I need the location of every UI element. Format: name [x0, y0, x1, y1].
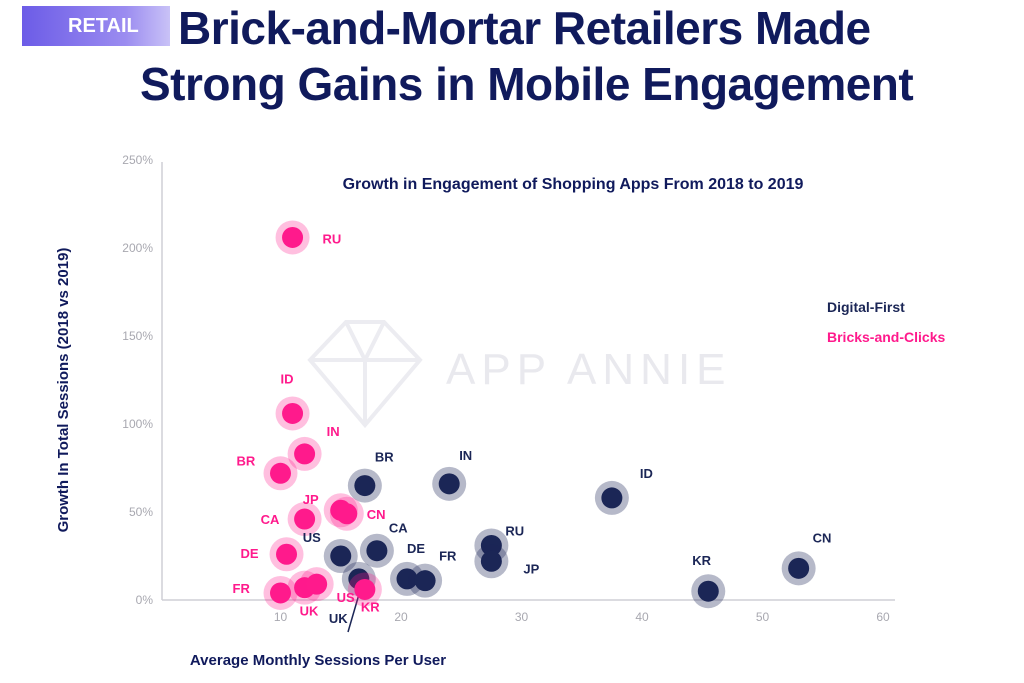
point-digital-first-ca	[366, 540, 388, 562]
point-digital-first-us	[330, 545, 352, 567]
series-bricks-and-clicks	[263, 220, 382, 610]
point-label-digital-first-br: BR	[375, 450, 394, 465]
x-tick-label: 50	[756, 610, 770, 624]
legend-digital-first: Digital-First	[827, 299, 905, 315]
point-digital-first-fr	[414, 570, 436, 592]
point-label-bricks-and-clicks-ca: CA	[261, 512, 280, 527]
watermark-text: APP ANNIE	[446, 345, 732, 394]
point-label-digital-first-cn: CN	[813, 530, 832, 545]
point-digital-first-cn	[788, 557, 810, 579]
y-tick-label: 100%	[122, 417, 153, 431]
diamond-logo-icon	[307, 320, 423, 429]
headline-line-1: Brick-and-Mortar Retailers Made	[178, 2, 871, 54]
point-label-bricks-and-clicks-ru: RU	[323, 231, 342, 246]
x-tick-label: 60	[876, 610, 890, 624]
point-bricks-and-clicks-br	[270, 462, 291, 484]
x-axis-title: Average Monthly Sessions Per User	[190, 652, 446, 669]
chart-title: Growth in Engagement of Shopping Apps Fr…	[343, 176, 804, 193]
point-bricks-and-clicks-ca	[294, 508, 316, 530]
point-label-digital-first-jp: JP	[523, 561, 539, 576]
point-bricks-and-clicks-fr	[270, 582, 291, 604]
point-label-bricks-and-clicks-de: DE	[241, 546, 259, 561]
point-digital-first-id	[601, 487, 623, 509]
point-digital-first-de	[396, 568, 418, 590]
point-digital-first-in	[438, 473, 460, 495]
y-tick-label: 0%	[136, 593, 154, 607]
headline: Brick-and-Mortar Retailers Made Strong G…	[140, 0, 1020, 112]
point-label-digital-first-id: ID	[640, 466, 653, 481]
point-label-digital-first-kr: KR	[692, 553, 711, 568]
point-label-digital-first-ca: CA	[389, 521, 408, 536]
point-label-digital-first-fr: FR	[439, 549, 457, 564]
point-digital-first-jp	[480, 550, 502, 572]
x-tick-labels: 10 20 30 40 50 60	[274, 610, 890, 624]
watermark: APP ANNIE	[307, 320, 732, 429]
point-digital-first-kr	[697, 580, 719, 602]
point-digital-first-ru	[480, 534, 502, 556]
point-label-digital-first-ru: RU	[505, 523, 524, 538]
point-bricks-and-clicks-in	[294, 443, 316, 465]
point-bricks-and-clicks-id	[282, 402, 304, 424]
headline-line-2: Strong Gains in Mobile Engagement	[140, 58, 914, 110]
x-tick-label: 10	[274, 610, 288, 624]
y-tick-labels: 0% 50% 100% 150% 200% 250%	[122, 153, 153, 607]
y-tick-label: 250%	[122, 153, 153, 167]
y-tick-label: 50%	[129, 505, 153, 519]
series-digital-first	[323, 466, 816, 609]
y-axis-title: Growth In Total Sessions (2018 vs 2019)	[55, 248, 72, 533]
point-bricks-and-clicks-ru	[282, 226, 304, 248]
point-bricks-and-clicks-cn	[336, 503, 358, 525]
y-tick-label: 150%	[122, 329, 153, 343]
point-bricks-and-clicks-de	[276, 543, 298, 565]
point-label-bricks-and-clicks-fr: FR	[233, 581, 251, 596]
point-label-bricks-and-clicks-in: IN	[327, 424, 340, 439]
point-label-digital-first-us: US	[303, 530, 321, 545]
point-label-bricks-and-clicks-id: ID	[281, 371, 294, 386]
point-label-bricks-and-clicks-uk: UK	[300, 604, 319, 619]
y-tick-label: 200%	[122, 241, 153, 255]
point-label-bricks-and-clicks-jp: JP	[303, 492, 319, 507]
point-label-bricks-and-clicks-kr: KR	[361, 599, 380, 614]
x-tick-label: 40	[635, 610, 649, 624]
point-label-bricks-and-clicks-cn: CN	[367, 507, 386, 522]
point-digital-first-br	[354, 475, 376, 497]
point-label-digital-first-in: IN	[459, 448, 472, 463]
point-bricks-and-clicks-kr	[354, 578, 376, 600]
x-tick-label: 30	[515, 610, 529, 624]
legend-bricks-and-clicks: Bricks-and-Clicks	[827, 329, 945, 345]
x-tick-label: 20	[394, 610, 408, 624]
point-label-bricks-and-clicks-us: US	[337, 590, 355, 605]
point-bricks-and-clicks-us	[306, 573, 328, 595]
category-badge: RETAIL	[22, 6, 170, 46]
point-label-digital-first-de: DE	[407, 541, 425, 556]
point-label-bricks-and-clicks-br: BR	[237, 453, 256, 468]
point-label-digital-first-uk: UK	[329, 611, 348, 626]
